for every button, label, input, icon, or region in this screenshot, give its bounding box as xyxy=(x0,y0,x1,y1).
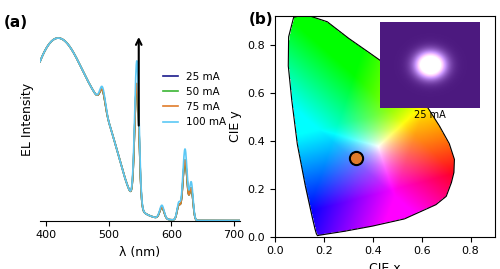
Legend: 25 mA, 50 mA, 75 mA, 100 mA: 25 mA, 50 mA, 75 mA, 100 mA xyxy=(158,68,231,132)
100 mA xyxy=(193,218,199,221)
Line: 50 mA: 50 mA xyxy=(40,38,240,221)
75 mA xyxy=(197,219,203,222)
25 mA xyxy=(174,207,180,210)
25 mA xyxy=(193,218,199,221)
50 mA xyxy=(37,60,43,63)
X-axis label: CIE x: CIE x xyxy=(369,262,401,269)
50 mA xyxy=(197,219,203,222)
50 mA xyxy=(118,163,124,167)
100 mA xyxy=(118,163,124,167)
Text: (b): (b) xyxy=(248,12,273,27)
75 mA xyxy=(174,207,180,210)
75 mA xyxy=(55,36,61,40)
100 mA xyxy=(37,60,43,63)
25 mA xyxy=(37,60,43,63)
Line: 100 mA: 100 mA xyxy=(40,38,240,221)
25 mA xyxy=(55,36,61,40)
50 mA xyxy=(58,37,64,40)
75 mA xyxy=(37,60,43,63)
50 mA xyxy=(126,186,132,189)
100 mA xyxy=(55,36,61,40)
25 mA xyxy=(126,186,132,189)
Y-axis label: CIE y: CIE y xyxy=(229,111,242,142)
25 mA xyxy=(118,163,124,167)
Text: 25 mA: 25 mA xyxy=(414,110,446,120)
100 mA xyxy=(58,37,64,40)
100 mA xyxy=(126,186,132,189)
50 mA xyxy=(237,219,243,222)
Line: 75 mA: 75 mA xyxy=(40,38,240,221)
X-axis label: λ (nm): λ (nm) xyxy=(120,246,160,259)
25 mA xyxy=(237,219,243,222)
75 mA xyxy=(193,218,199,221)
100 mA xyxy=(174,205,180,208)
100 mA xyxy=(197,219,203,222)
75 mA xyxy=(237,219,243,222)
75 mA xyxy=(118,163,124,167)
Y-axis label: EL Intensity: EL Intensity xyxy=(22,83,35,156)
25 mA xyxy=(58,37,64,40)
75 mA xyxy=(126,186,132,189)
25 mA xyxy=(197,219,203,222)
Line: 25 mA: 25 mA xyxy=(40,38,240,221)
50 mA xyxy=(174,207,180,210)
Text: (a): (a) xyxy=(4,15,28,30)
50 mA xyxy=(193,218,199,221)
100 mA xyxy=(237,219,243,222)
75 mA xyxy=(58,37,64,40)
50 mA xyxy=(55,36,61,40)
